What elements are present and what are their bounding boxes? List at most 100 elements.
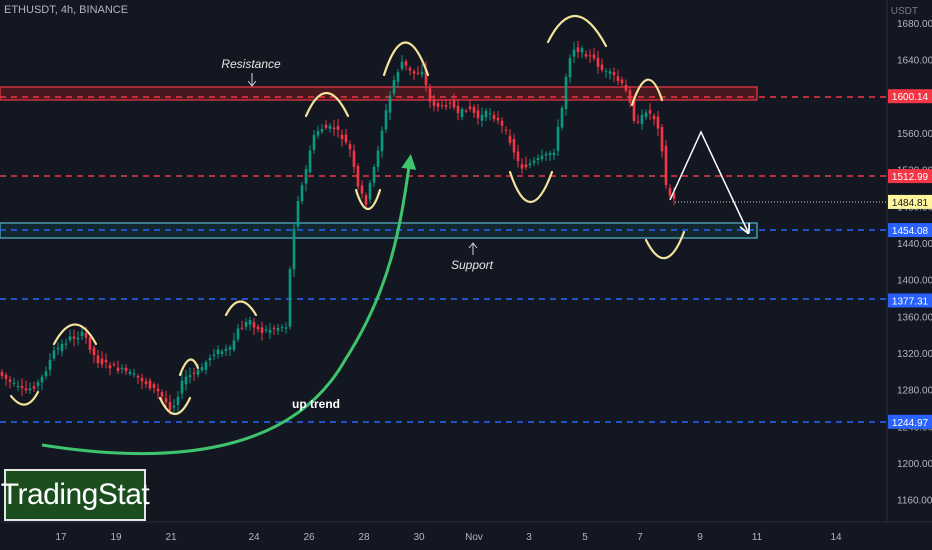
candle: [32, 381, 36, 393]
candle: [280, 324, 284, 333]
candle: [424, 61, 428, 92]
candle: [36, 379, 40, 393]
candle: [400, 55, 404, 72]
candle: [224, 344, 228, 356]
candle: [348, 140, 352, 157]
candle: [468, 100, 472, 112]
candle: [456, 99, 460, 121]
candle: [652, 113, 656, 126]
candle: [372, 164, 376, 188]
candle: [140, 373, 144, 390]
candle: [588, 49, 592, 63]
candle: [128, 368, 132, 376]
candle: [536, 154, 540, 165]
candle: [108, 361, 112, 376]
candle: [16, 380, 20, 392]
y-tick-label: 1200.00: [897, 459, 932, 470]
candle: [272, 325, 276, 335]
candle: [476, 104, 480, 125]
candle: [388, 90, 392, 120]
x-axis-ticks: 17 19 21 24 26 28 30 Nov 3 5 7 9 11 14: [55, 532, 842, 543]
candle: [420, 64, 424, 78]
candle: [124, 364, 128, 375]
candle: [464, 108, 468, 114]
candle: [640, 109, 644, 130]
candle: [0, 369, 4, 380]
currency-unit: USDT: [890, 6, 918, 17]
candle: [112, 361, 116, 367]
candle: [356, 163, 360, 191]
candle: [448, 99, 452, 110]
price-tag-bg: [888, 293, 932, 308]
candle: [192, 367, 196, 381]
candle: [216, 345, 220, 359]
x-tick-label: 17: [55, 532, 67, 543]
candle: [664, 140, 668, 190]
candle: [232, 332, 236, 353]
candle: [184, 369, 188, 391]
candle: [384, 103, 388, 133]
candle: [332, 119, 336, 137]
candle: [92, 344, 96, 364]
candle: [516, 144, 520, 168]
candle: [492, 111, 496, 123]
y-tick-label: 1440.00: [897, 239, 932, 250]
candle: [204, 359, 208, 375]
candle: [344, 129, 348, 145]
candle: [472, 104, 476, 119]
candle: [100, 351, 104, 368]
candle: [284, 322, 288, 334]
candle: [600, 58, 604, 73]
x-tick-label: 24: [248, 532, 260, 543]
candle: [300, 181, 304, 205]
candle: [488, 108, 492, 121]
price-tag-1454.08: 1454.08: [892, 226, 929, 237]
candle: [172, 399, 176, 415]
candle: [44, 366, 48, 380]
candle: [68, 329, 72, 343]
x-tick-label: 14: [830, 532, 842, 543]
y-tick-label: 1280.00: [897, 386, 932, 397]
candle: [380, 126, 384, 158]
candle: [512, 133, 516, 160]
y-tick-label: 1560.00: [897, 129, 932, 140]
candle: [340, 129, 344, 147]
candle: [260, 321, 264, 341]
candle: [144, 377, 148, 388]
candle: [200, 363, 204, 373]
candle: [132, 369, 136, 378]
candle: [324, 120, 328, 130]
candle: [352, 144, 356, 174]
price-tag-1512.99: 1512.99: [892, 172, 929, 183]
candle: [276, 323, 280, 335]
candle: [496, 111, 500, 125]
candle: [668, 184, 672, 199]
y-tick-label: 1680.00: [897, 19, 932, 30]
candle: [644, 109, 648, 120]
candle: [444, 99, 448, 111]
candle: [580, 45, 584, 59]
x-tick-label: 9: [697, 532, 703, 543]
candle: [368, 179, 372, 204]
candle: [40, 374, 44, 390]
candle: [56, 341, 60, 356]
candle: [76, 331, 80, 346]
candle: [612, 67, 616, 83]
candle: [296, 196, 300, 229]
candle: [268, 323, 272, 340]
candles: [0, 41, 676, 415]
price-axis[interactable]: [887, 0, 932, 522]
candle: [152, 381, 156, 394]
candle: [416, 66, 420, 76]
candle: [376, 145, 380, 172]
candle: [228, 344, 232, 356]
resistance-zone: [0, 86, 758, 101]
candle: [460, 106, 464, 121]
candle: [532, 157, 536, 166]
candle: [248, 316, 252, 331]
candle: [64, 338, 68, 350]
candle: [88, 334, 92, 354]
pattern-curves: [9, 14, 686, 416]
annotation-resistance: Resistance: [221, 57, 281, 71]
